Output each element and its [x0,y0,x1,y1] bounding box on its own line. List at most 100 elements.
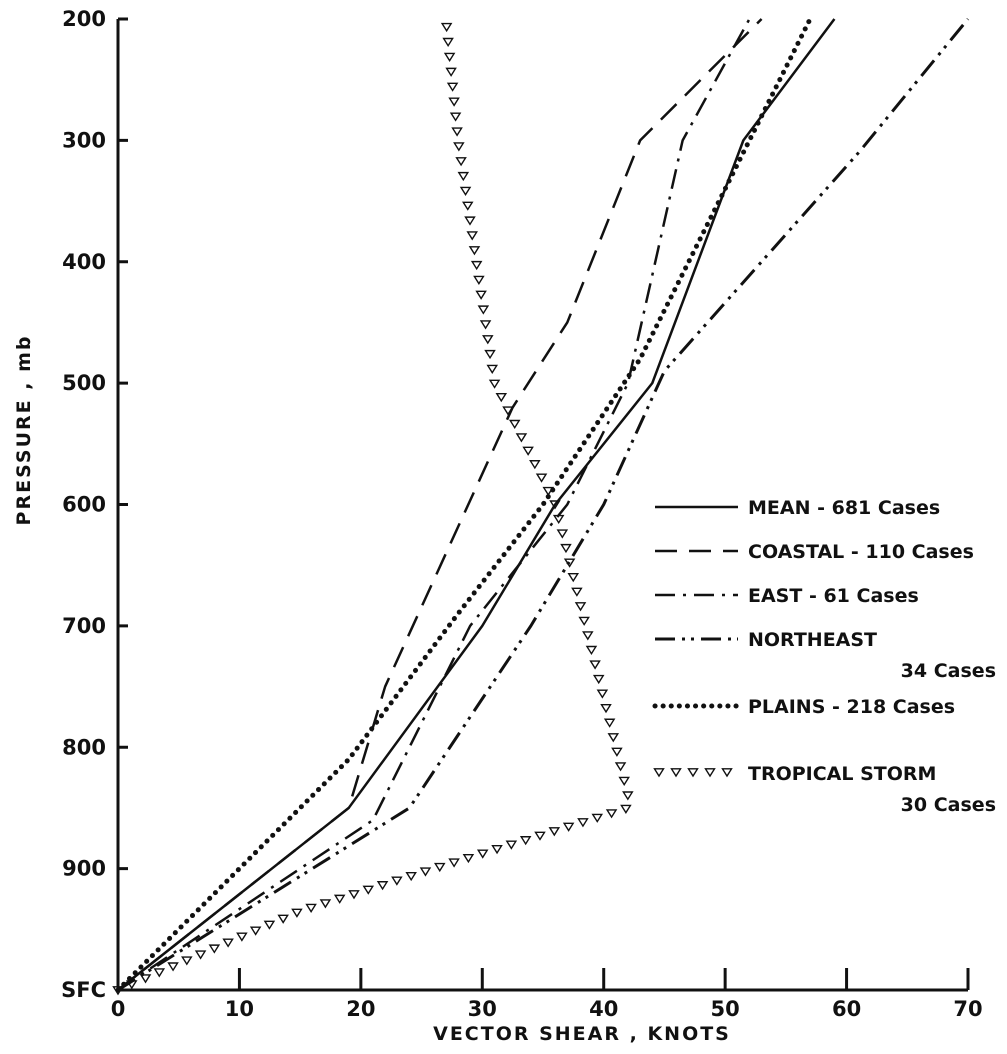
triangle-marker [449,112,462,122]
legend-item: TROPICAL STORM 30 Cases [653,763,996,816]
triangle-marker [505,840,518,850]
triangle-marker [522,446,534,456]
triangle-marker [466,231,478,241]
legend-item: NORTHEAST 34 Cases [655,629,996,682]
triangle-marker [562,822,575,832]
y-tick-label: 700 [62,614,106,638]
y-tick-label: 600 [62,493,106,517]
series-5 [115,16,813,993]
triangle-marker [596,689,609,699]
legend-label-cases: 30 Cases [901,794,996,816]
triangle-marker [519,836,532,846]
triangle-marker [592,674,605,685]
y-tick-label: 300 [62,128,106,152]
y-tick-label: 200 [62,7,106,31]
series-2 [117,18,763,991]
legend-label: NORTHEAST [748,629,877,651]
triangle-marker [446,82,459,92]
y-axis-label: PRESSURE , mb [13,335,35,526]
triangle-marker [475,290,487,300]
triangle-marker [571,587,583,597]
triangle-marker [704,768,716,778]
triangle-marker [443,52,456,62]
triangle-marker [470,260,483,271]
triangle-marker [249,926,262,936]
triangle-marker [419,867,432,877]
triangle-marker [181,956,193,966]
triangle-marker [534,831,546,841]
triangle-marker [578,616,590,626]
series-line [117,18,970,992]
triangle-marker [605,809,618,819]
triangle-marker [376,881,389,891]
triangle-marker [194,950,207,960]
y-tick-label: 800 [62,735,106,759]
legend-label: COASTAL - 110 Cases [748,541,974,563]
triangle-marker [291,908,303,918]
triangle-marker [453,142,465,152]
series-3 [117,18,751,992]
triangle-marker [515,433,528,443]
triangle-marker [319,899,332,909]
triangle-marker [391,876,403,886]
triangle-marker [618,776,630,786]
triangle-marker [552,514,565,525]
triangle-marker [622,791,634,801]
triangle-marker [486,364,499,374]
series-line [115,16,813,993]
legend-item: COASTAL - 110 Cases [655,541,974,563]
triangle-marker [721,768,733,778]
series-6 [112,22,634,996]
legend-label-cases: 34 Cases [901,660,996,682]
triangle-marker [600,703,612,714]
triangle-marker [491,844,503,855]
triangle-marker [548,827,561,837]
triangle-marker [448,858,460,868]
triangle-marker [574,602,587,612]
triangle-marker [614,762,627,772]
triangle-marker [482,335,494,345]
triangle-marker [542,486,555,497]
x-tick-label: 20 [346,997,375,1021]
triangle-marker [589,660,601,670]
series-line [117,18,836,991]
triangle-marker [445,67,457,77]
triangle-marker [442,37,454,48]
y-tick-label: 900 [62,857,106,881]
triangle-marker [348,890,360,900]
triangle-marker [611,747,623,757]
y-tick-label: SFC [61,978,106,1002]
triangle-marker [222,938,234,948]
triangle-marker [529,460,541,470]
y-tick-label: 400 [62,250,106,274]
triangle-marker [167,962,179,972]
triangle-marker [577,818,589,828]
triangle-marker [535,473,548,483]
y-tick-label: 500 [62,371,106,395]
triangle-marker [488,379,501,389]
triangle-marker [139,974,152,984]
series-1 [117,18,836,991]
triangle-marker [305,903,317,913]
legend-item: EAST - 61 Cases [655,585,919,607]
triangle-marker [502,406,514,416]
triangle-marker [263,920,276,930]
x-tick-label: 40 [589,997,618,1021]
triangle-marker [567,573,580,583]
triangle-marker [556,529,569,539]
triangle-marker [582,631,594,641]
triangle-marker [464,216,476,226]
series-line [117,18,751,992]
axes: SFC 900 800 700 600 500 400 300 200 0 10 20 30 40 50 60… [61,7,983,1021]
triangle-marker [560,543,572,554]
legend-label: EAST - 61 Cases [748,585,919,607]
triangle-marker [333,894,346,904]
x-tick-label: 0 [111,997,126,1021]
triangle-marker [653,768,665,778]
triangle-marker [603,718,616,728]
legend-item: MEAN - 681 Cases [655,497,940,519]
triangle-marker [462,853,475,864]
triangle-marker [208,944,221,954]
triangle-marker [549,500,561,510]
